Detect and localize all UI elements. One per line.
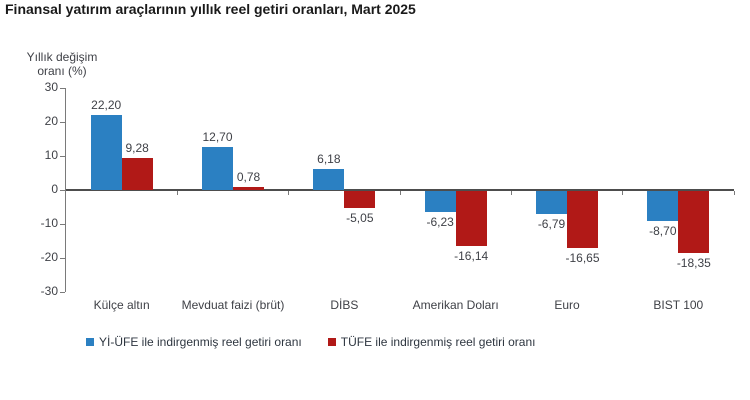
y-tick-label: 10 (44, 148, 58, 162)
bar (678, 191, 710, 254)
bar (344, 191, 376, 209)
y-tick-label: 30 (44, 80, 58, 94)
legend: Yİ-ÜFE ile indirgenmiş reel getiri oranı… (86, 335, 536, 349)
bar-value-label: -16,14 (454, 248, 489, 263)
category-label: Euro (554, 298, 580, 312)
bar (202, 146, 233, 190)
y-tick-label: -30 (40, 284, 58, 298)
bar-value-label: 12,70 (202, 129, 233, 144)
legend-label-tufe: TÜFE ile indirgenmiş reel getiri oranı (340, 335, 536, 349)
bar-value-label: -18,35 (676, 256, 711, 271)
x-tick-mark (622, 191, 624, 195)
x-tick-mark (510, 191, 512, 195)
x-tick-mark (733, 191, 735, 195)
category-label: DİBS (330, 298, 359, 312)
bar-value-label: 0,78 (236, 170, 261, 185)
bar-value-label: 6,18 (317, 151, 341, 166)
y-tick-mark (60, 257, 65, 259)
bar-value-label: -5,05 (346, 211, 374, 226)
category-label: Amerikan Doları (412, 298, 499, 312)
bar (90, 114, 122, 190)
bar-value-label: 22,20 (91, 97, 122, 112)
legend-item-yiufe: Yİ-ÜFE ile indirgenmiş reel getiri oranı (86, 335, 302, 349)
y-tick-label: 0 (51, 182, 58, 196)
y-tick-mark (60, 121, 65, 123)
bar-value-label: -6,23 (426, 215, 454, 230)
bar-value-label: 9,28 (125, 141, 149, 156)
chart-title: Finansal yatırım araçlarının yıllık reel… (5, 1, 416, 17)
x-tick-mark (288, 191, 290, 195)
y-tick-label: -10 (40, 216, 58, 230)
legend-label-yiufe: Yİ-ÜFE ile indirgenmiş reel getiri oranı (99, 335, 302, 349)
legend-swatch-yiufe-icon (86, 338, 94, 346)
y-axis-title-line1: Yıllık değişim (26, 50, 98, 64)
bar (424, 191, 456, 213)
bar (647, 191, 679, 221)
y-tick-mark (60, 87, 65, 89)
bar (567, 191, 598, 248)
x-tick-mark (176, 191, 178, 195)
bar-value-label: -16,65 (565, 250, 600, 265)
y-axis-title-line2: oranı (%) (37, 64, 87, 78)
category-label: BIST 100 (653, 298, 704, 312)
y-tick-label: 20 (44, 114, 58, 128)
y-axis-title: Yıllık değişim oranı (%) (18, 50, 106, 78)
y-tick-mark (60, 189, 65, 191)
category-label: Külçe altın (93, 298, 150, 312)
bar (536, 191, 567, 215)
legend-swatch-tufe-icon (327, 338, 336, 346)
bar (313, 168, 345, 190)
y-tick-label: -20 (40, 250, 58, 264)
bar (455, 191, 487, 246)
x-axis-line (66, 189, 734, 191)
category-label: Mevduat faizi (brüt) (181, 298, 285, 312)
bar-value-label: -6,79 (537, 217, 566, 232)
bar (233, 187, 264, 190)
y-tick-mark (60, 155, 65, 157)
bar (121, 158, 153, 190)
y-tick-mark (60, 223, 65, 225)
legend-item-tufe: TÜFE ile indirgenmiş reel getiri oranı (327, 335, 536, 349)
bar-value-label: -8,70 (649, 223, 677, 238)
y-tick-mark (60, 291, 65, 293)
y-axis-line (65, 88, 66, 292)
x-tick-mark (399, 191, 401, 195)
